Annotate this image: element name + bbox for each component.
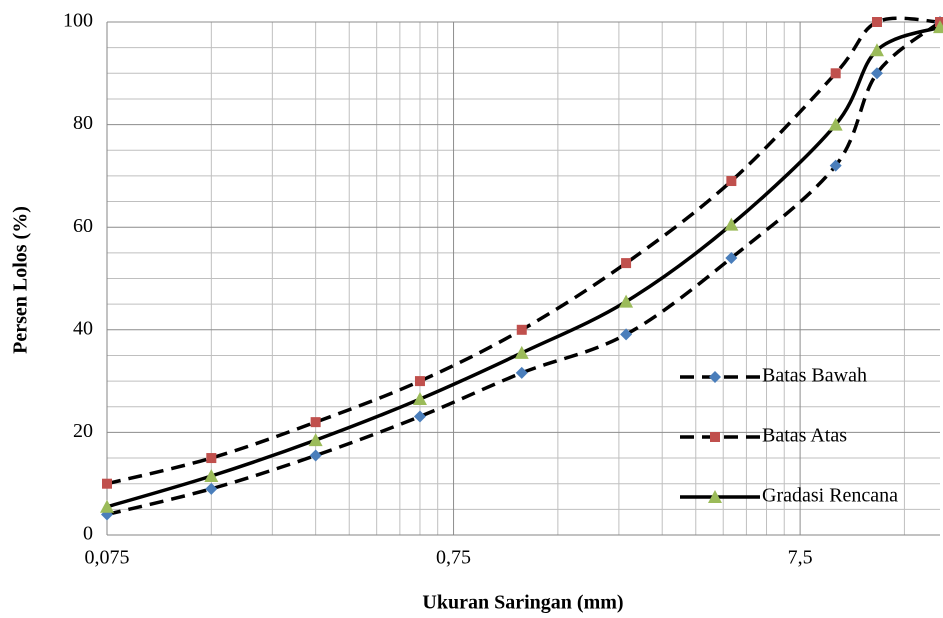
x-tick-label: 7,5: [788, 547, 813, 569]
page: Ukuran Saringan (mm) Persen Lolos (%) 0 2…: [0, 0, 943, 618]
marker: [206, 453, 216, 463]
y-axis-label: Persen Lolos (%): [10, 206, 32, 354]
marker: [414, 410, 426, 422]
marker: [205, 483, 217, 495]
marker: [516, 367, 528, 379]
y-tick-label: 60: [73, 215, 93, 237]
marker: [310, 449, 322, 461]
marker: [710, 432, 720, 442]
marker: [831, 68, 841, 78]
y-tick-label: 80: [73, 112, 93, 134]
marker: [726, 176, 736, 186]
marker: [621, 258, 631, 268]
y-tick-label: 0: [83, 523, 93, 545]
x-tick-label: 0,75: [436, 547, 471, 569]
y-tick-label: 40: [73, 317, 93, 339]
legend-label: Batas Bawah: [762, 365, 867, 387]
legend-label: Gradasi Rencana: [762, 485, 898, 507]
x-axis-label: Ukuran Saringan (mm): [422, 592, 623, 614]
marker: [311, 417, 321, 427]
marker: [872, 17, 882, 27]
legend-label: Batas Atas: [762, 425, 847, 447]
y-tick-label: 20: [73, 420, 93, 442]
marker: [102, 479, 112, 489]
chart: Ukuran Saringan (mm) Persen Lolos (%) 0 2…: [0, 0, 943, 618]
marker: [517, 325, 527, 335]
series-line: [107, 18, 940, 484]
y-tick-label: 100: [63, 10, 93, 32]
x-tick-label: 0,075: [85, 547, 130, 569]
marker: [415, 376, 425, 386]
